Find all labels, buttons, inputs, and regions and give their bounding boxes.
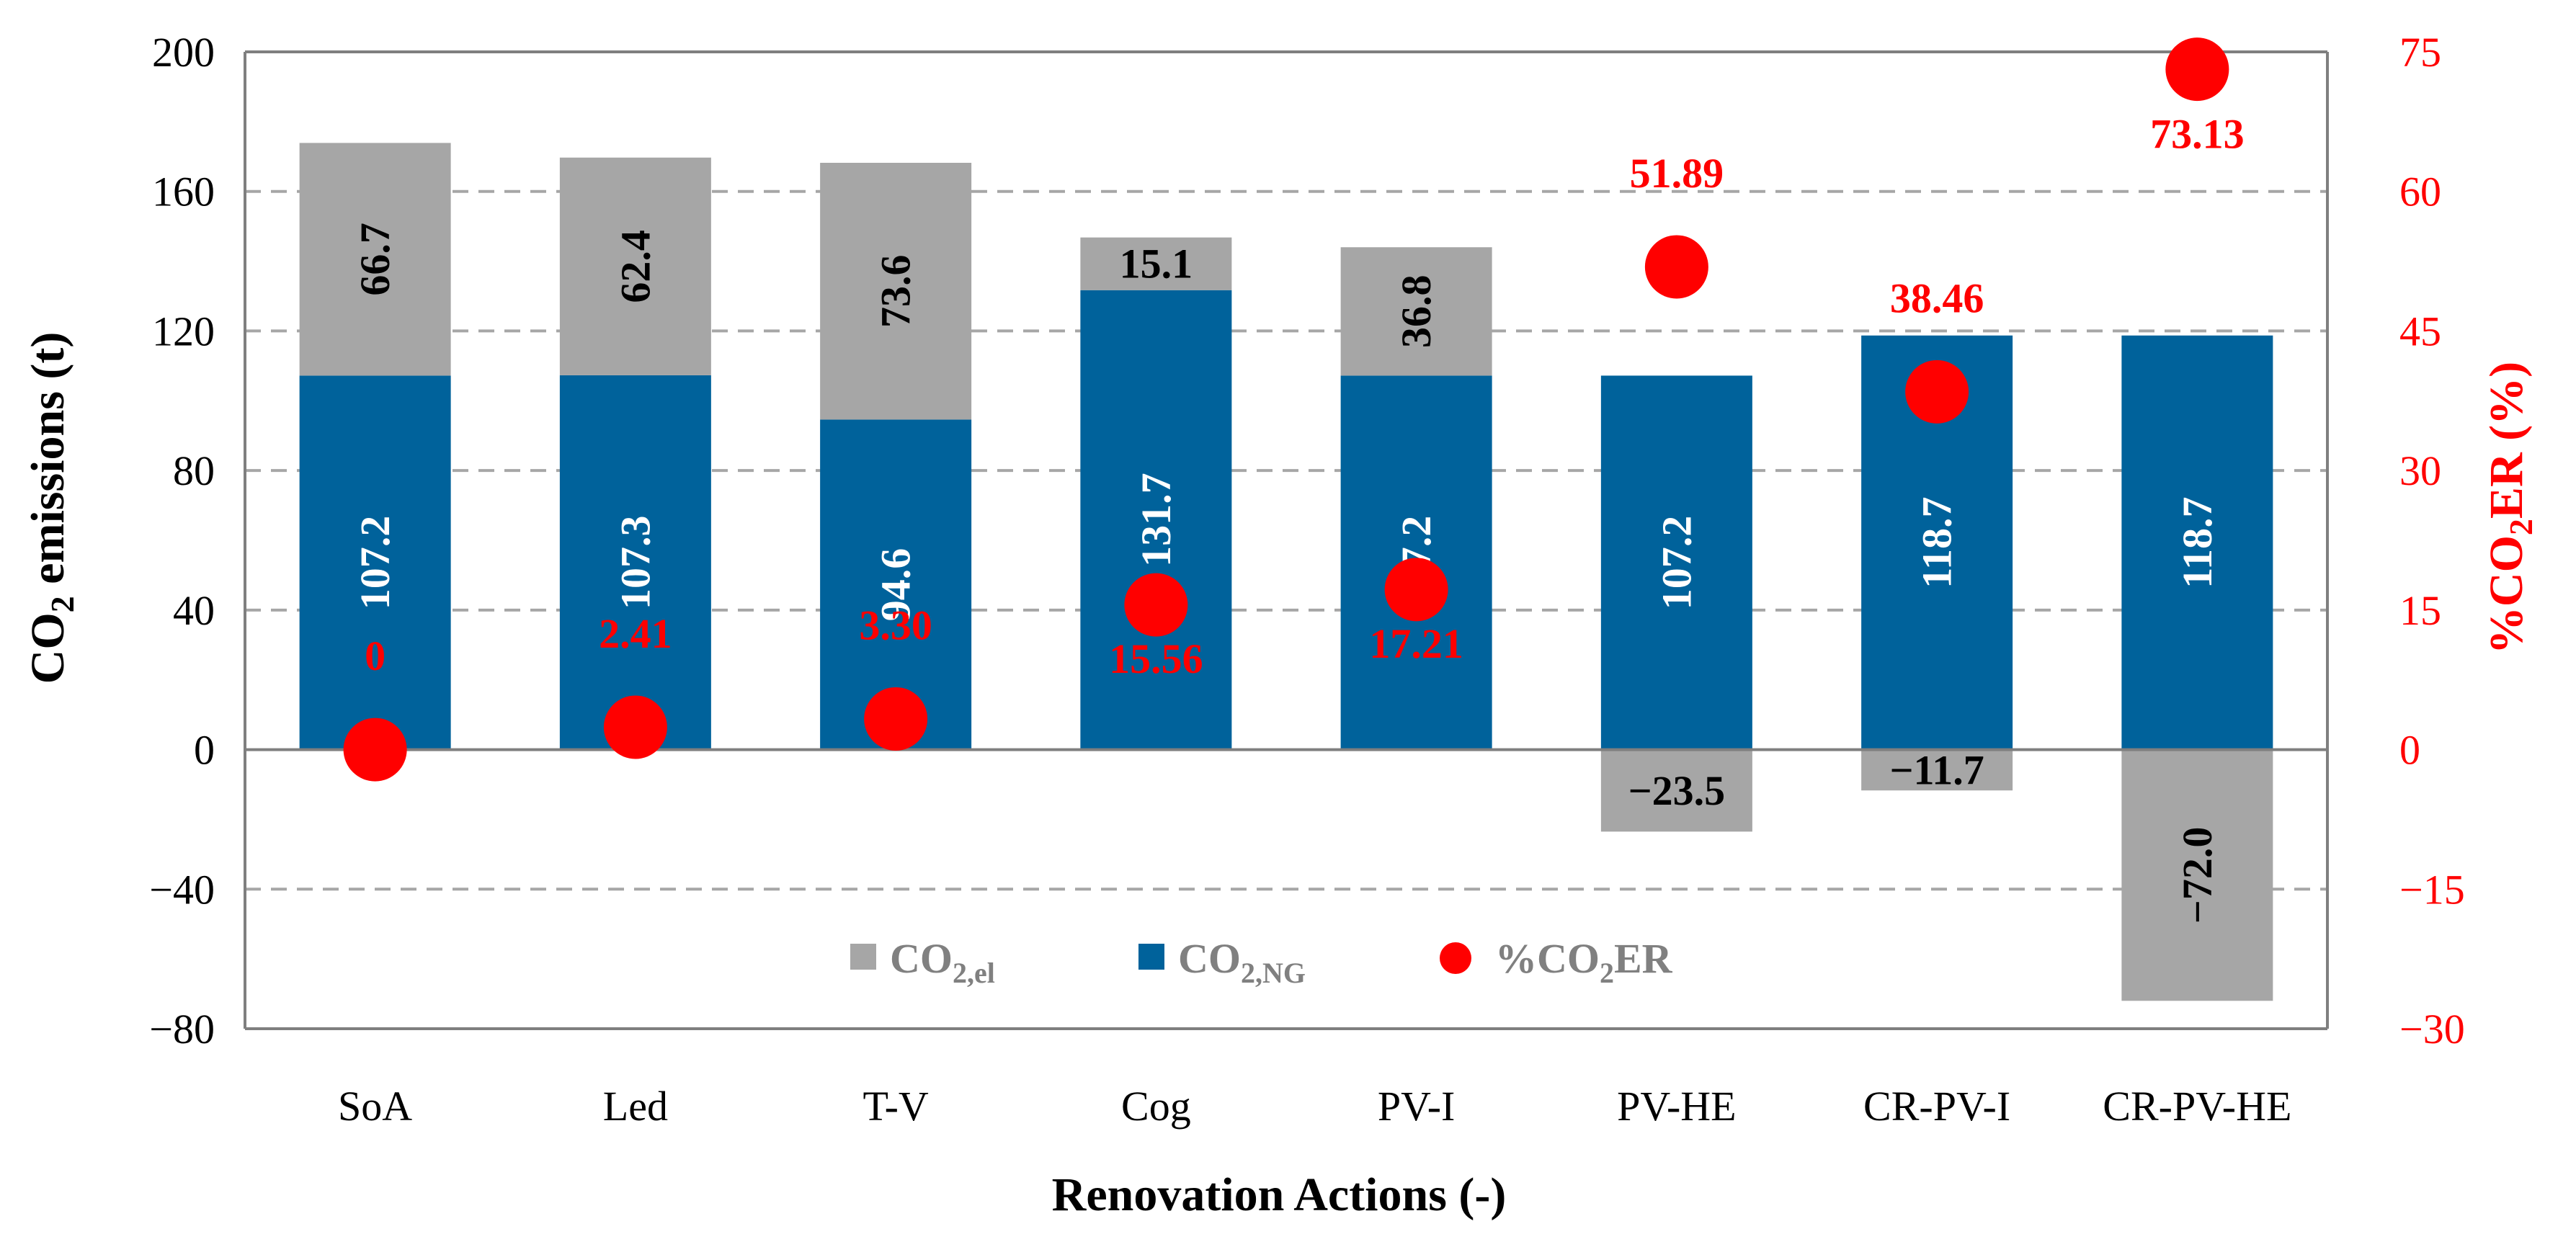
bar-co2-el bbox=[1340, 247, 1492, 376]
pct-label: 3.30 bbox=[859, 602, 932, 648]
pct-label: 15.56 bbox=[1109, 635, 1203, 682]
bar-co2-el bbox=[820, 163, 972, 420]
legend-swatch-co2-ng bbox=[1138, 944, 1164, 970]
bar-co2-ng bbox=[2121, 335, 2273, 750]
bar-co2-el bbox=[2121, 749, 2273, 1001]
y2-tick-label: 30 bbox=[2399, 447, 2441, 494]
legend-swatch-co2-el bbox=[850, 944, 876, 970]
pct-point bbox=[343, 718, 407, 782]
x-axis-title: Renovation Actions (-) bbox=[1052, 1168, 1507, 1221]
bar-co2-el bbox=[1080, 237, 1232, 290]
bar-label-co2-el: 73.6 bbox=[873, 254, 919, 328]
y2-tick-label: −30 bbox=[2399, 1006, 2465, 1052]
bar-label-co2-el: −72.0 bbox=[2174, 827, 2221, 924]
pct-label: 0 bbox=[365, 633, 385, 679]
y-axis-title: CO2 emissions (t) bbox=[22, 332, 81, 684]
pct-label: 38.46 bbox=[1890, 274, 1984, 321]
y2-tick-label: −15 bbox=[2399, 866, 2465, 913]
bar-co2-el bbox=[1861, 749, 2013, 791]
x-tick-label: SoA bbox=[338, 1083, 412, 1130]
legend-label-co2-el: CO2,el bbox=[890, 935, 995, 989]
bar-label-co2-ng: 107.3 bbox=[612, 516, 659, 610]
pct-point bbox=[1905, 359, 1969, 424]
pct-point bbox=[2165, 37, 2229, 102]
pct-point bbox=[1384, 558, 1448, 622]
right-axis-ticks: 75 60 45 30 15 0 −15 −30 bbox=[2399, 29, 2465, 1052]
x-tick-label: Cog bbox=[1121, 1083, 1191, 1130]
bar-label-co2-el: 36.8 bbox=[1393, 275, 1440, 349]
bar-label-co2-ng: 118.7 bbox=[2174, 496, 2221, 588]
y2-tick-label: 0 bbox=[2399, 727, 2420, 774]
axes bbox=[244, 50, 2329, 1030]
pct-point bbox=[1644, 235, 1708, 299]
bar-co2-el bbox=[559, 157, 711, 375]
bar-label-co2-el: 15.1 bbox=[1120, 241, 1193, 287]
pct-label: 73.13 bbox=[2150, 111, 2245, 158]
legend-label-co2-ng: CO2,NG bbox=[1178, 935, 1306, 989]
gridlines bbox=[245, 189, 2327, 891]
pct-point bbox=[603, 695, 667, 759]
x-tick-label: CR-PV-I bbox=[1863, 1083, 2010, 1130]
bar-label-co2-el: −23.5 bbox=[1628, 767, 1726, 814]
bar-co2-ng bbox=[559, 375, 711, 750]
pct-label: 17.21 bbox=[1369, 620, 1463, 667]
legend-label-co2er: %CO2ER bbox=[1495, 935, 1673, 989]
y-tick-label: 200 bbox=[152, 29, 215, 76]
y2-tick-label: 60 bbox=[2399, 169, 2441, 215]
bar-label-co2-el: −11.7 bbox=[1889, 746, 1984, 793]
y-tick-label: 80 bbox=[173, 447, 215, 494]
bar-co2-el bbox=[1600, 749, 1752, 832]
x-axis-ticks: SoA Led T-V Cog PV-I PV-HE CR-PV-I CR-PV-HE bbox=[338, 1083, 2291, 1130]
y2-tick-label: 75 bbox=[2399, 29, 2441, 76]
bar-label-co2-ng: 118.7 bbox=[1914, 496, 1961, 588]
bar-series bbox=[299, 143, 2273, 1001]
x-tick-label: PV-I bbox=[1378, 1083, 1455, 1130]
y-tick-label: 160 bbox=[152, 169, 215, 215]
pct-label: 2.41 bbox=[599, 610, 672, 657]
pct-label: 51.89 bbox=[1630, 150, 1724, 197]
y2-tick-label: 15 bbox=[2399, 587, 2441, 634]
y-tick-label: 0 bbox=[194, 727, 215, 774]
y-tick-label: −80 bbox=[149, 1006, 215, 1052]
bar-co2-ng bbox=[1600, 375, 1752, 750]
y2-axis-title: %CO2ER (%) bbox=[2480, 362, 2539, 654]
pct-reduction-labels: 0 2.41 3.30 15.56 17.21 51.89 38.46 73.13 bbox=[365, 111, 2245, 682]
legend-marker-co2er bbox=[1440, 942, 1471, 974]
pct-point bbox=[1124, 573, 1188, 637]
bar-label-co2-ng: 107.2 bbox=[1653, 516, 1700, 610]
bar-co2-el bbox=[299, 143, 451, 376]
bar-label-co2-el: 62.4 bbox=[612, 230, 659, 303]
x-tick-label: T-V bbox=[863, 1083, 928, 1130]
bar-co2-ng bbox=[299, 375, 451, 750]
y-tick-label: 120 bbox=[152, 308, 215, 354]
x-tick-label: PV-HE bbox=[1617, 1083, 1736, 1130]
legend: CO2,el CO2,NG %CO2ER bbox=[850, 935, 1673, 989]
bar-co2-ng bbox=[1080, 290, 1232, 750]
x-tick-label: CR-PV-HE bbox=[2103, 1083, 2291, 1130]
y2-tick-label: 45 bbox=[2399, 308, 2441, 354]
pct-point bbox=[864, 687, 928, 751]
x-tick-label: Led bbox=[603, 1083, 668, 1130]
bar-label-co2-ng: 107.2 bbox=[352, 516, 398, 610]
pct-reduction-points bbox=[343, 37, 2229, 782]
bar-value-labels: 107.2 66.7 107.3 62.4 94.6 73.6 131.7 15.1 107.2… bbox=[352, 223, 2221, 924]
bar-label-co2-ng: 131.7 bbox=[1133, 473, 1180, 567]
y-tick-label: −40 bbox=[149, 866, 215, 913]
y-tick-label: 40 bbox=[173, 587, 215, 634]
bar-label-co2-ng: 94.6 bbox=[873, 548, 919, 622]
bar-label-co2-el: 66.7 bbox=[352, 223, 398, 296]
left-axis-ticks: 200 160 120 80 40 0 −40 −80 bbox=[149, 29, 215, 1052]
